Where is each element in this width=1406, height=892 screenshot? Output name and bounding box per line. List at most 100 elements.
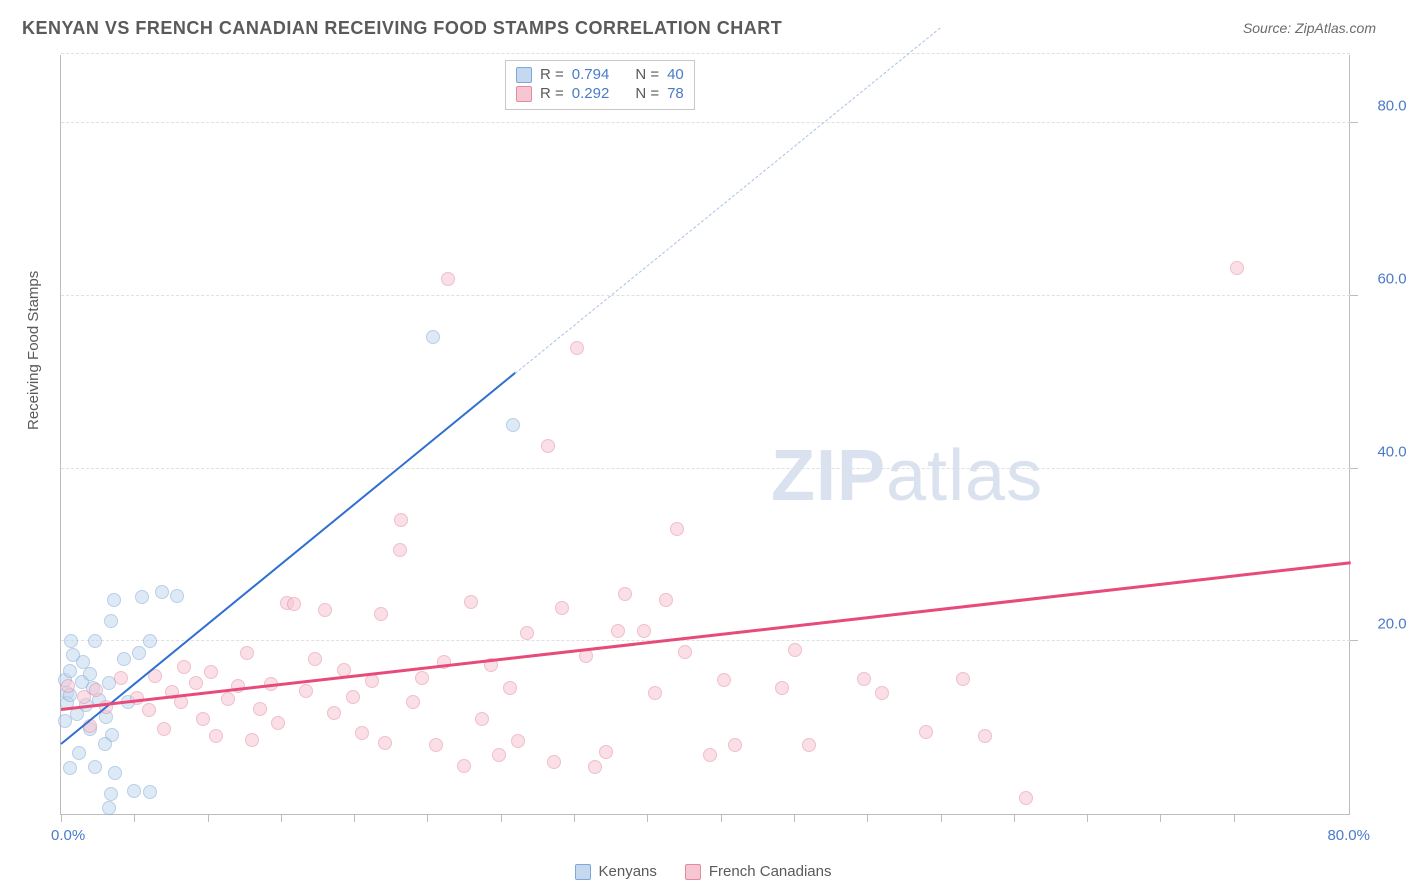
data-point (588, 760, 602, 774)
data-point (346, 690, 360, 704)
data-point (127, 784, 141, 798)
data-point (155, 585, 169, 599)
legend-label: Kenyans (599, 863, 657, 880)
y-tick (1350, 640, 1358, 641)
x-tick (1160, 814, 1161, 822)
data-point (104, 787, 118, 801)
data-point (717, 673, 731, 687)
watermark-bold: ZIP (771, 436, 886, 516)
plot-area: ZIPatlas 0.0% 80.0% 20.0%40.0%60.0%80.0% (60, 55, 1350, 815)
data-point (503, 681, 517, 695)
stats-r-label: R = (540, 66, 564, 83)
data-point (327, 706, 341, 720)
y-tick-label: 20.0% (1377, 616, 1406, 633)
gridline (61, 53, 1350, 54)
x-tick (501, 814, 502, 822)
data-point (475, 712, 489, 726)
data-point (245, 733, 259, 747)
data-point (611, 624, 625, 638)
data-point (875, 686, 889, 700)
data-point (857, 672, 871, 686)
x-tick (427, 814, 428, 822)
data-point (88, 634, 102, 648)
x-tick (1234, 814, 1235, 822)
legend: Kenyans French Canadians (0, 863, 1406, 880)
data-point (98, 737, 112, 751)
watermark: ZIPatlas (771, 435, 1043, 517)
gridline (61, 468, 1350, 469)
data-point (648, 686, 662, 700)
x-tick (574, 814, 575, 822)
data-point (464, 595, 478, 609)
data-point (788, 643, 802, 657)
y-tick (1350, 295, 1358, 296)
y-axis-title: Receiving Food Stamps (25, 271, 42, 430)
data-point (570, 341, 584, 355)
data-point (541, 439, 555, 453)
data-point (240, 646, 254, 660)
x-tick (721, 814, 722, 822)
data-point (143, 785, 157, 799)
x-axis-min-label: 0.0% (51, 827, 85, 844)
data-point (1230, 261, 1244, 275)
data-point (132, 646, 146, 660)
data-point (308, 652, 322, 666)
x-tick (208, 814, 209, 822)
data-point (441, 272, 455, 286)
data-point (394, 513, 408, 527)
data-point (555, 601, 569, 615)
watermark-rest: atlas (886, 436, 1043, 516)
legend-label: French Canadians (709, 863, 832, 880)
legend-item: French Canadians (685, 863, 832, 880)
data-point (196, 712, 210, 726)
y-tick (1350, 122, 1358, 123)
data-point (221, 692, 235, 706)
data-point (117, 652, 131, 666)
stats-row: R =0.292N =78 (516, 84, 684, 103)
data-point (978, 729, 992, 743)
data-point (142, 703, 156, 717)
data-point (618, 587, 632, 601)
stats-box: R =0.794N =40R =0.292N =78 (505, 60, 695, 110)
chart-title: KENYAN VS FRENCH CANADIAN RECEIVING FOOD… (22, 18, 782, 39)
stats-r-value: 0.292 (572, 85, 610, 102)
x-tick (794, 814, 795, 822)
data-point (426, 330, 440, 344)
data-point (728, 738, 742, 752)
data-point (492, 748, 506, 762)
data-point (775, 681, 789, 695)
y-tick-label: 40.0% (1377, 443, 1406, 460)
data-point (135, 590, 149, 604)
data-point (102, 801, 116, 815)
data-point (415, 671, 429, 685)
data-point (271, 716, 285, 730)
trend-line (60, 372, 516, 745)
data-point (209, 729, 223, 743)
stats-r-label: R = (540, 85, 564, 102)
data-point (61, 679, 75, 693)
stats-n-label: N = (635, 66, 659, 83)
data-point (104, 614, 118, 628)
legend-swatch (575, 864, 591, 880)
x-tick (647, 814, 648, 822)
data-point (114, 671, 128, 685)
data-point (204, 665, 218, 679)
stats-n-value: 40 (667, 66, 684, 83)
data-point (89, 683, 103, 697)
x-tick (1014, 814, 1015, 822)
data-point (802, 738, 816, 752)
data-point (177, 660, 191, 674)
data-point (318, 603, 332, 617)
data-point (670, 522, 684, 536)
data-point (547, 755, 561, 769)
data-point (143, 634, 157, 648)
legend-swatch (685, 864, 701, 880)
stats-r-value: 0.794 (572, 66, 610, 83)
data-point (599, 745, 613, 759)
data-point (63, 664, 77, 678)
data-point (406, 695, 420, 709)
data-point (355, 726, 369, 740)
data-point (189, 676, 203, 690)
y-tick-label: 80.0% (1377, 98, 1406, 115)
stats-n-value: 78 (667, 85, 684, 102)
